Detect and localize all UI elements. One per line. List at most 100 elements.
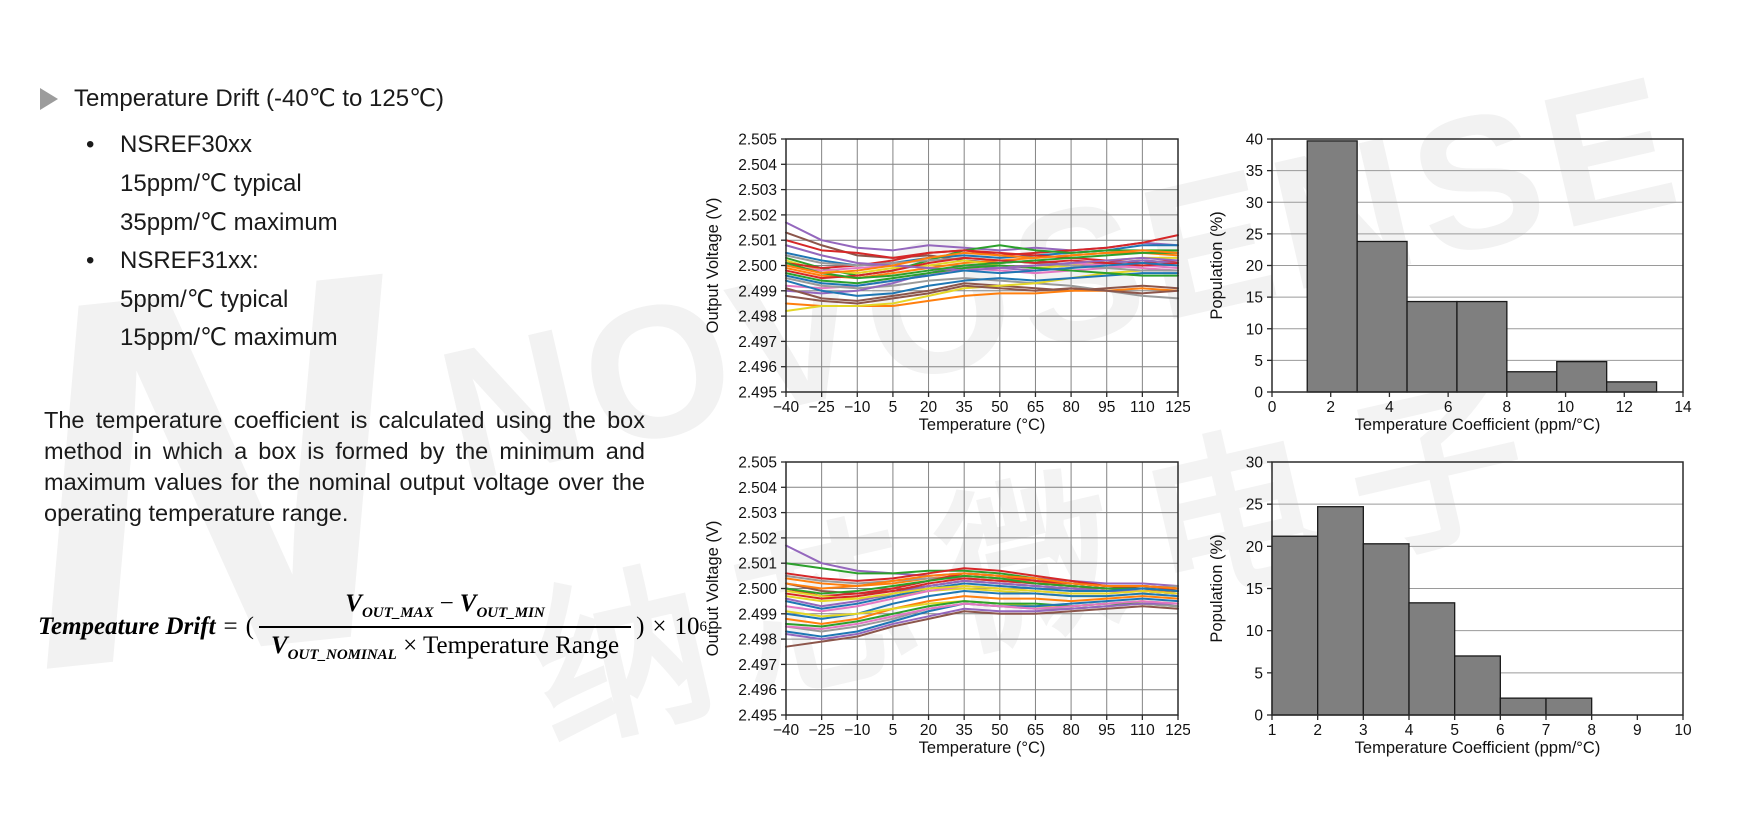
spec-line: 15ppm/℃ maximum xyxy=(120,324,338,352)
svg-text:0: 0 xyxy=(1268,399,1277,416)
bullet-icon xyxy=(86,131,120,159)
svg-text:35: 35 xyxy=(956,722,973,739)
bullet-icon xyxy=(86,247,120,275)
formula-open-paren: ( xyxy=(245,613,254,640)
list-item: NSREF31xx: xyxy=(86,242,338,281)
svg-text:10: 10 xyxy=(1246,623,1264,640)
formula-close-paren: ) xyxy=(636,613,645,640)
svg-text:125: 125 xyxy=(1165,399,1190,416)
svg-text:Output Voltage (V): Output Voltage (V) xyxy=(704,198,722,334)
svg-text:6: 6 xyxy=(1444,399,1453,416)
svg-text:0: 0 xyxy=(1254,708,1263,725)
part-name: NSREF31xx: xyxy=(120,246,259,274)
svg-text:2.502: 2.502 xyxy=(738,530,777,547)
svg-text:80: 80 xyxy=(1062,399,1080,416)
svg-text:10: 10 xyxy=(1246,321,1264,338)
svg-text:2.495: 2.495 xyxy=(738,708,777,725)
svg-text:−10: −10 xyxy=(844,399,871,416)
formula-lhs: Tempeature Drift xyxy=(38,613,216,640)
formula-numerator: VOUT_MAX − VOUT_MIN xyxy=(333,590,557,626)
svg-text:10: 10 xyxy=(1674,722,1692,739)
svg-text:2.504: 2.504 xyxy=(738,157,777,174)
vout-max-symbol: V xyxy=(345,590,362,617)
svg-text:2.496: 2.496 xyxy=(738,682,777,699)
svg-text:110: 110 xyxy=(1130,399,1155,416)
spec-line: 35ppm/℃ maximum xyxy=(120,208,338,236)
formula-times: × xyxy=(652,613,667,640)
svg-text:15: 15 xyxy=(1246,290,1263,307)
minus-sign: − xyxy=(439,590,454,617)
svg-text:20: 20 xyxy=(920,722,938,739)
vout-min-subscript: OUT_MIN xyxy=(476,605,545,621)
svg-text:2.503: 2.503 xyxy=(738,182,777,199)
svg-text:30: 30 xyxy=(1246,195,1264,212)
svg-text:Temperature (°C): Temperature (°C) xyxy=(919,739,1046,757)
vout-nominal-symbol: V xyxy=(270,632,288,659)
svg-text:2.505: 2.505 xyxy=(738,132,777,149)
svg-text:2.503: 2.503 xyxy=(738,505,777,522)
svg-text:15: 15 xyxy=(1246,581,1263,598)
vout-max-subscript: OUT_MAX xyxy=(361,605,434,621)
svg-text:30: 30 xyxy=(1246,455,1264,472)
vout-nominal-subscript: OUT_NOMINAL xyxy=(287,647,397,663)
formula-denominator: VOUT_NOMINAL × Temperature Range xyxy=(258,626,632,664)
svg-text:5: 5 xyxy=(889,399,898,416)
svg-text:−25: −25 xyxy=(808,722,834,739)
svg-text:2.501: 2.501 xyxy=(738,556,777,573)
svg-text:25: 25 xyxy=(1246,497,1263,514)
vout-min-symbol: V xyxy=(459,590,477,617)
svg-text:Population (%): Population (%) xyxy=(1208,211,1226,319)
svg-text:−40: −40 xyxy=(773,722,800,739)
svg-text:Temperature (°C): Temperature (°C) xyxy=(919,416,1046,434)
svg-text:10: 10 xyxy=(1557,399,1575,416)
svg-text:125: 125 xyxy=(1165,722,1190,739)
svg-text:2.505: 2.505 xyxy=(738,455,777,472)
svg-text:5: 5 xyxy=(889,722,898,739)
part-name: NSREF30xx xyxy=(120,131,253,159)
svg-text:2.499: 2.499 xyxy=(738,283,777,300)
svg-text:−10: −10 xyxy=(844,722,871,739)
svg-text:5: 5 xyxy=(1254,353,1263,370)
output-voltage-vs-temperature-chart-bottom: −40 −25 −10 5 20 35 50 65 80 95 110 125 2.495 2.496 2.… xyxy=(660,445,1191,758)
svg-text:20: 20 xyxy=(1246,539,1264,556)
svg-text:40: 40 xyxy=(1246,132,1264,149)
svg-text:4: 4 xyxy=(1405,722,1414,739)
svg-text:8: 8 xyxy=(1503,399,1512,416)
formula-equals: = xyxy=(223,613,238,640)
svg-text:2.502: 2.502 xyxy=(738,207,777,224)
temperature-range-term: × Temperature Range xyxy=(403,632,620,659)
svg-text:25: 25 xyxy=(1246,226,1263,243)
svg-text:7: 7 xyxy=(1542,722,1551,739)
page-title: Temperature Drift (-40℃ to 125℃) xyxy=(74,85,445,112)
svg-text:2: 2 xyxy=(1313,722,1322,739)
svg-text:−40: −40 xyxy=(773,399,800,416)
output-voltage-vs-temperature-chart-top: −40 −25 −10 5 20 35 50 65 80 95 110 125 2.495 2.496 2.… xyxy=(660,122,1191,435)
temperature-drift-formula: Tempeature Drift = ( VOUT_MAX − VOUT_MIN V… xyxy=(38,590,707,664)
svg-text:2.498: 2.498 xyxy=(738,632,777,649)
svg-text:35: 35 xyxy=(956,399,973,416)
svg-text:9: 9 xyxy=(1633,722,1642,739)
svg-text:65: 65 xyxy=(1027,722,1044,739)
spec-bullet-list: NSREF30xx 15ppm/℃ typical 35ppm/℃ maximu… xyxy=(86,126,338,357)
svg-text:95: 95 xyxy=(1098,399,1115,416)
svg-text:2.499: 2.499 xyxy=(738,606,777,623)
triangle-bullet-icon xyxy=(40,87,58,110)
svg-text:2.497: 2.497 xyxy=(738,657,777,674)
svg-text:20: 20 xyxy=(1246,258,1264,275)
temperature-coefficient-histogram-top: 0 2 4 6 8 10 12 14 0 5 10 15 20 25 30 35 40 Temperature C… xyxy=(1190,122,1730,435)
svg-text:−25: −25 xyxy=(808,399,834,416)
list-item: NSREF30xx xyxy=(86,126,338,165)
svg-text:2.500: 2.500 xyxy=(738,581,777,598)
svg-text:110: 110 xyxy=(1130,722,1155,739)
svg-text:65: 65 xyxy=(1027,399,1044,416)
svg-text:Output Voltage (V): Output Voltage (V) xyxy=(704,521,722,657)
spec-line: 5ppm/℃ typical xyxy=(120,285,289,313)
svg-text:2.500: 2.500 xyxy=(738,258,777,275)
svg-text:Population (%): Population (%) xyxy=(1208,534,1226,642)
svg-text:2.496: 2.496 xyxy=(738,359,777,376)
svg-text:2.497: 2.497 xyxy=(738,334,777,351)
svg-text:0: 0 xyxy=(1254,385,1263,402)
svg-text:2.504: 2.504 xyxy=(738,480,777,497)
description-paragraph: The temperature coefficient is calculate… xyxy=(44,407,645,526)
